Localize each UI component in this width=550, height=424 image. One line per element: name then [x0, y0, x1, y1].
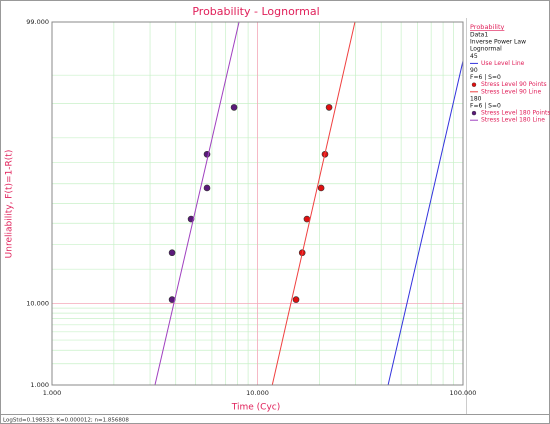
chart-title: Probability - Lognormal: [192, 5, 319, 18]
legend-group-label: 180: [470, 95, 482, 102]
legend-group-label: 90: [470, 67, 478, 74]
data-point: [317, 184, 325, 192]
legend-entry: Stress Level 90 Points: [481, 81, 547, 88]
legend-entry: Stress Level 90 Line: [481, 88, 541, 95]
legend-entry: Stress Level 180 Points: [481, 110, 550, 117]
footer-text: LogStd=0.198533; K=0.000012; n=1.856808: [3, 418, 129, 424]
legend-info: Data1: [470, 32, 488, 39]
y-tick-label: 10.000: [26, 299, 49, 307]
legend-entry: Use Level Line: [481, 60, 525, 67]
fit-line: [271, 22, 356, 385]
data-point: [325, 104, 333, 111]
legend-entry: Stress Level 180 Line: [481, 117, 545, 124]
legend-swatch: [471, 110, 477, 116]
legend-title: Probability: [470, 23, 505, 31]
legend-swatch: [471, 82, 477, 87]
data-point: [230, 104, 238, 111]
data-point: [168, 249, 176, 257]
x-tick-label: 1.000: [43, 389, 62, 397]
x-tick-label: 100.000: [450, 389, 477, 397]
legend-group-note: F=6 | S=0: [470, 103, 501, 110]
data-point: [303, 215, 311, 223]
y-axis-label: Unreliability, F(t)=1-R(t): [5, 150, 15, 259]
x-tick-label: 10.000: [246, 389, 269, 397]
data-point: [203, 184, 211, 192]
plot-border: [51, 21, 464, 386]
fit-line: [387, 58, 463, 385]
legend-group-label: 45: [470, 53, 478, 60]
grid: [51, 21, 464, 386]
data-point: [292, 296, 300, 303]
legend-group-note: F=6 | S=0: [470, 74, 501, 81]
legend-info: Lognormal: [470, 46, 502, 53]
x-axis-label: Time (Cyc): [231, 403, 280, 413]
fit-line: [154, 22, 240, 385]
plot-marks: [154, 22, 463, 385]
legend-info: Inverse Power Law: [470, 39, 526, 46]
y-tick-label: 99.000: [26, 18, 49, 26]
y-tick-label: 1.000: [30, 381, 49, 389]
